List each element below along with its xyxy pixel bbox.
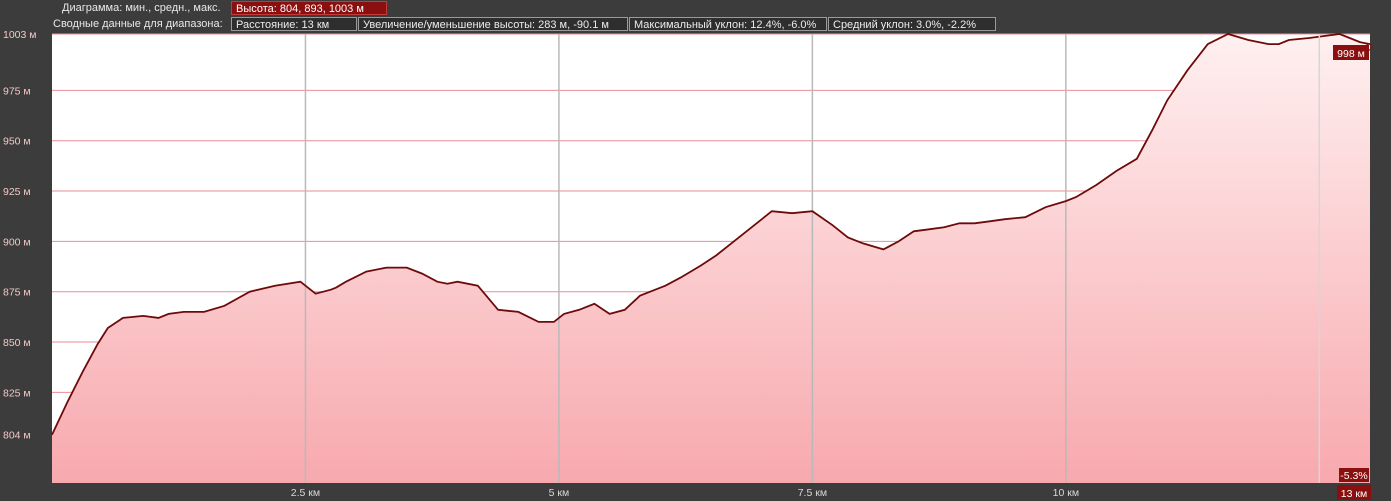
y-tick-label: 950 м [3, 136, 31, 148]
cursor-distance-label: 13 км [1341, 488, 1367, 500]
avg-grade-stat-box: Средний уклон: 3.0%, -2.2% [828, 17, 996, 31]
y-tick-label: 925 м [3, 186, 31, 198]
y-tick-label: 975 м [3, 85, 31, 97]
elevation-stat-box: Высота: 804, 893, 1003 м [231, 1, 387, 15]
cursor-elevation-tag [1333, 45, 1369, 60]
elevation-area-group [52, 34, 1370, 483]
cursor-elevation-label: 998 м [1337, 48, 1365, 60]
vertical-gridlines [304, 34, 1067, 483]
max-grade-stat-box: Максимальный уклон: 12.4%, -6.0% [629, 17, 827, 31]
y-tick-label: 850 м [3, 337, 31, 349]
y-tick-label: 1003 м [3, 29, 37, 41]
y-tick-label: 900 м [3, 236, 31, 248]
range-summary-label: Сводные данные для диапазона: [53, 18, 223, 30]
gain-loss-stat-box: Увеличение/уменьшение высоты: 283 м, -90… [358, 17, 628, 31]
cursor-grade-label: -5.3% [1340, 470, 1367, 482]
x-tick-label: 2.5 км [291, 487, 320, 499]
x-tick-label: 5 км [549, 487, 570, 499]
y-tick-label: 804 м [3, 430, 31, 442]
y-tick-label: 825 м [3, 387, 31, 399]
elevation-line-group [51, 33, 1371, 436]
cursor-group: 998 м -5.3% 13 км [1318, 34, 1373, 500]
cursor-distance-tag [1337, 485, 1371, 500]
y-axis-ticks: 1003 м 975 м 950 м 925 м 900 м 875 м 850 м 825 … [3, 29, 37, 442]
elevation-line [51, 33, 1371, 436]
y-tick-label: 875 м [3, 287, 31, 299]
x-tick-label: 10 км [1053, 487, 1079, 499]
x-axis-ticks: 2.5 км 5 км 7.5 км 10 км [291, 487, 1079, 499]
distance-stat-box: Расстояние: 13 км [231, 17, 357, 31]
elevation-area [52, 34, 1370, 483]
cursor-grade-tag [1339, 468, 1369, 482]
chart-mode-label: Диаграмма: мин., средн., макс. [62, 2, 221, 14]
x-tick-label: 7.5 км [798, 487, 827, 499]
